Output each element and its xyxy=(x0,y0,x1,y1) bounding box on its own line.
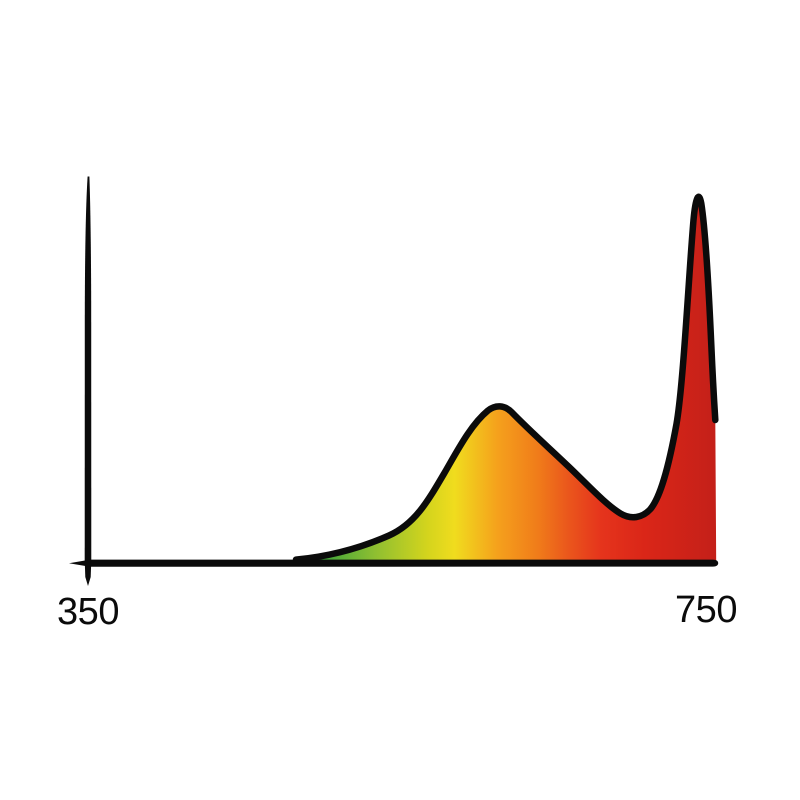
x-tick-label-max: 750 xyxy=(675,589,737,631)
y-axis xyxy=(84,176,92,586)
x-axis xyxy=(69,559,719,567)
x-tick-label-min: 350 xyxy=(57,591,119,633)
spectrum-outline xyxy=(292,193,719,563)
spectrum-area xyxy=(296,196,717,564)
